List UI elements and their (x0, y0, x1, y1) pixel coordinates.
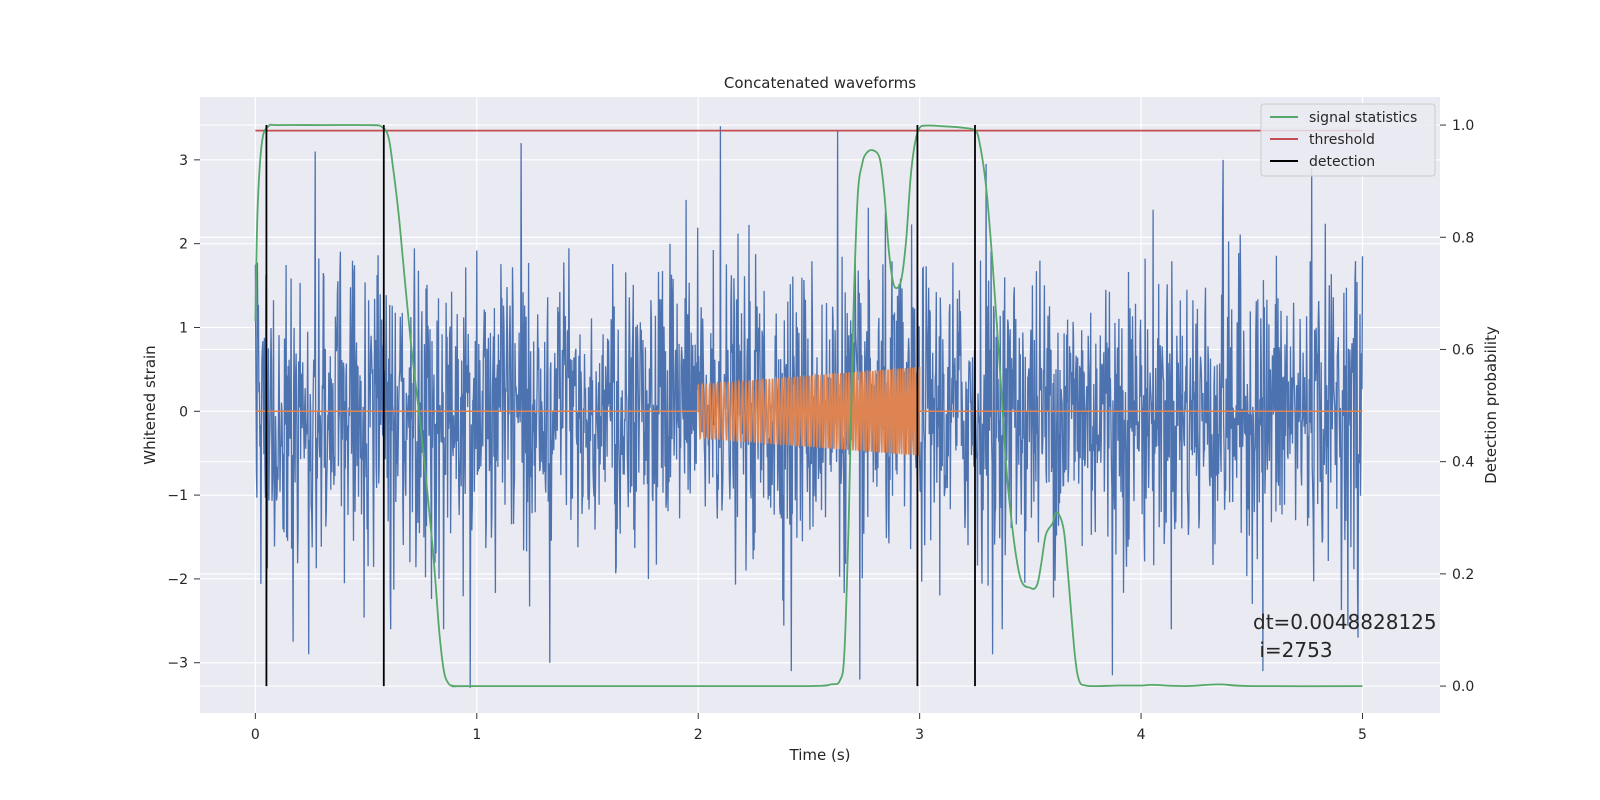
y2-tick-label-3: 0.6 (1452, 342, 1474, 358)
legend-label-detection: detection (1309, 154, 1375, 170)
y-tick-label-1: −2 (167, 572, 188, 588)
y2-tick-label-0: 0.0 (1452, 679, 1474, 695)
y-tick-label-6: 3 (179, 153, 188, 169)
x-tick-label-1: 1 (472, 727, 481, 743)
annotation-dt: dt=0.0048828125 (1253, 610, 1437, 634)
y-tick-label-2: −1 (167, 488, 188, 504)
x-tick-label-2: 2 (694, 727, 703, 743)
annotation-index: i=2753 (1253, 638, 1333, 662)
y2-tick-label-5: 1.0 (1452, 118, 1474, 134)
axes: 0 1 2 3 4 5 −3 −2 −1 0 1 2 3 0.0 0.2 0.4 0.6 0.8 1.0 (167, 118, 1474, 743)
injection-series-line (255, 365, 1363, 456)
legend-label-signal-statistics: signal statistics (1309, 110, 1417, 126)
y-tick-label-5: 2 (179, 237, 188, 253)
x-axis-label: Time (s) (789, 746, 851, 764)
y-tick-label-0: −3 (167, 656, 188, 672)
signal-statistics-line (254, 123, 1363, 688)
legend: signal statistics threshold detection (1260, 103, 1436, 177)
x-tick-label-5: 5 (1358, 727, 1367, 743)
plot-area (254, 123, 1364, 688)
x-tick-label-0: 0 (251, 727, 260, 743)
y2-tick-label-2: 0.4 (1452, 455, 1474, 471)
y2-tick-label-1: 0.2 (1452, 567, 1474, 583)
legend-box (1260, 103, 1436, 177)
x-tick-label-3: 3 (915, 727, 924, 743)
y2-tick-label-4: 0.8 (1452, 230, 1474, 246)
y-tick-label-4: 1 (179, 320, 188, 336)
chart-title: Concatenated waveforms (724, 74, 916, 92)
y2-axis-label: Detection probability (1482, 326, 1500, 484)
y-axis-label: Whitened strain (141, 345, 159, 464)
x-tick-label-4: 4 (1137, 727, 1146, 743)
y-tick-label-3: 0 (179, 404, 188, 420)
legend-label-threshold: threshold (1309, 132, 1375, 148)
strain-series-line (254, 126, 1364, 688)
